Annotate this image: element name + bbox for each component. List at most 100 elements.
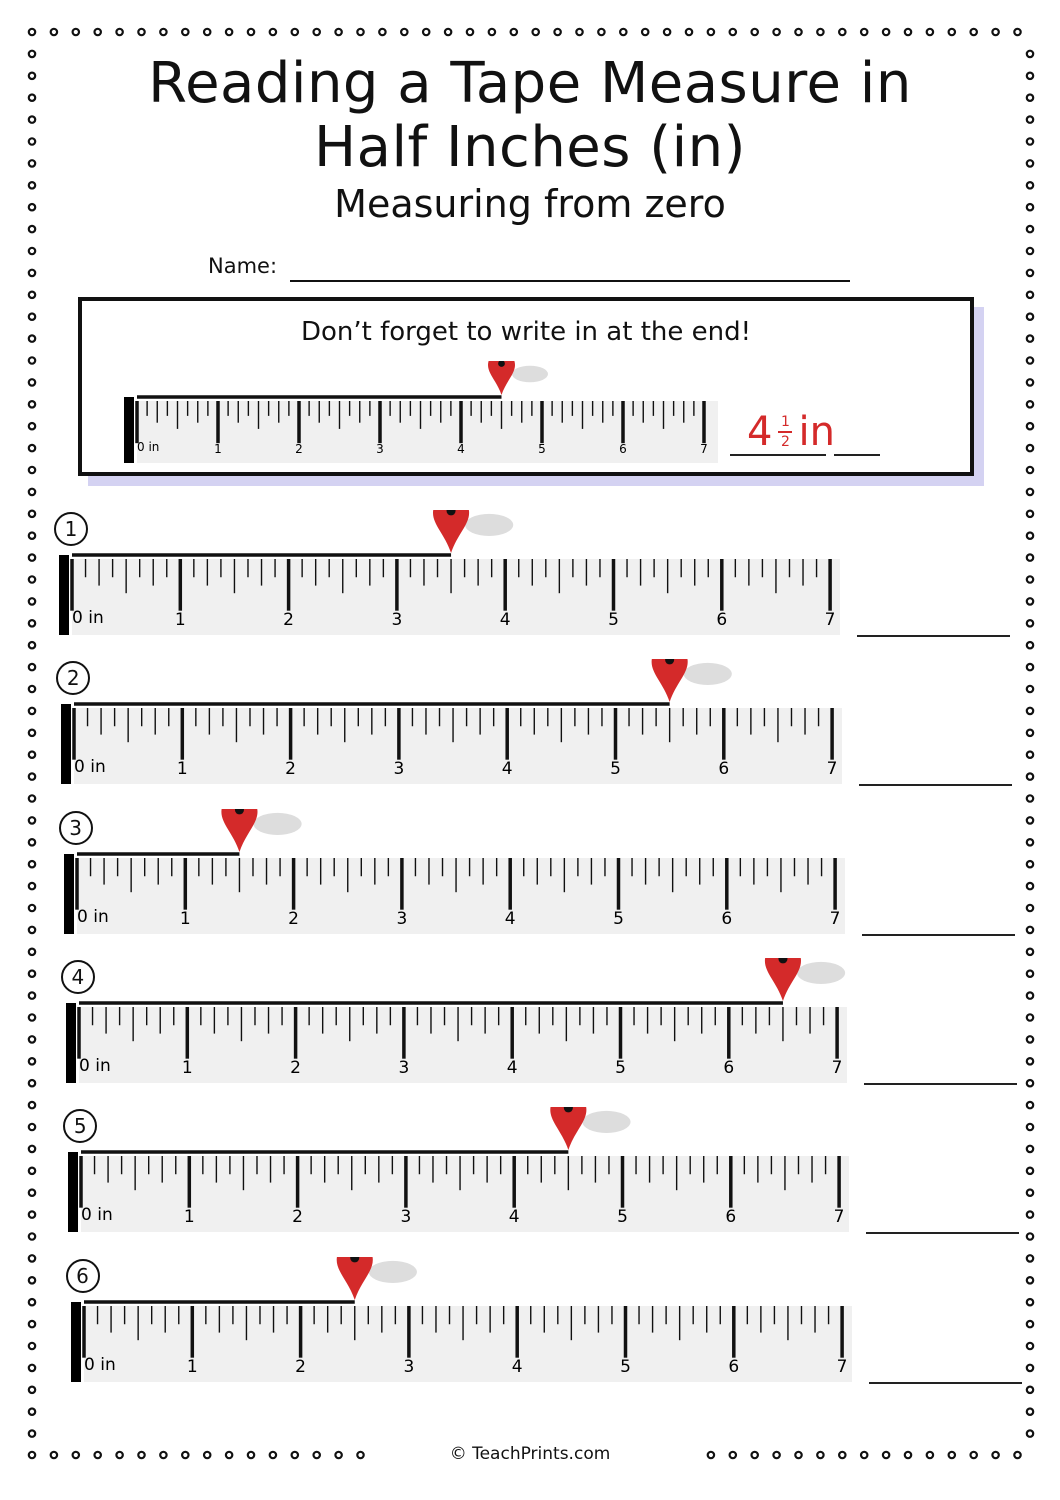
inch-label: 4 [500, 610, 511, 630]
title-line-1: Reading a Tape Measure in [148, 51, 912, 116]
tape-hook [61, 704, 72, 785]
zero-label: 0 in [79, 1056, 111, 1076]
tape-measure: 0 in 1 2 3 4 5 6 7 [61, 659, 843, 785]
answer-line[interactable] [863, 1082, 1017, 1085]
tape-body [81, 1156, 850, 1233]
inch-label: 7 [832, 1058, 843, 1078]
inch-label: 4 [457, 442, 465, 456]
fraction-numerator: 1 [780, 414, 790, 430]
inch-label: 3 [394, 759, 405, 779]
problem-number: 3 [58, 810, 93, 845]
inch-label: 2 [283, 610, 294, 630]
answer-line[interactable] [866, 1232, 1020, 1235]
inch-label: 2 [290, 1058, 301, 1078]
zero-label: 0 in [81, 1205, 113, 1225]
inch-label: 5 [538, 442, 546, 456]
answer-line[interactable] [859, 784, 1013, 787]
tape-measure: 0 in 1 2 3 4 5 6 7 [68, 1107, 850, 1233]
inch-label: 5 [608, 610, 619, 630]
example-unit-line [834, 454, 880, 456]
inch-label: 1 [214, 442, 222, 456]
inch-label: 5 [610, 759, 621, 779]
problem-number: 4 [60, 959, 95, 994]
location-pin-icon [550, 1107, 631, 1151]
zero-label: 0 in [72, 608, 104, 628]
tape-hook [124, 397, 134, 463]
fraction-denominator: 2 [780, 434, 790, 450]
title-line-2: Half Inches (in) [314, 115, 746, 180]
zero-label: 0 in [84, 1355, 116, 1375]
problem-number: 6 [65, 1258, 100, 1293]
inch-label: 5 [615, 1058, 626, 1078]
location-pin-icon [651, 659, 733, 703]
inch-label: 2 [288, 909, 299, 929]
tape-measure: 0 in 1 2 3 4 5 6 7 [63, 808, 845, 934]
inch-label: 5 [617, 1207, 628, 1227]
inch-label: 1 [182, 1058, 193, 1078]
inch-label: 6 [723, 1058, 734, 1078]
tape-hook [65, 1002, 76, 1083]
answer-line[interactable] [861, 933, 1015, 936]
example-instruction: Don’t forget to write in at the end! [300, 317, 752, 347]
inch-label: 3 [403, 1357, 414, 1377]
inch-label: 2 [292, 1207, 303, 1227]
inch-label: 3 [398, 1058, 409, 1078]
inch-label: 7 [834, 1207, 845, 1227]
inch-label: 3 [376, 442, 384, 456]
inch-label: 2 [285, 759, 296, 779]
inch-label: 7 [827, 759, 838, 779]
inch-label: 4 [502, 759, 513, 779]
inch-label: 4 [504, 909, 515, 929]
answer-line[interactable] [868, 1381, 1022, 1384]
tape-body [78, 1006, 847, 1083]
answer-line[interactable] [857, 635, 1010, 637]
inch-label: 3 [396, 909, 407, 929]
tape-body [137, 401, 718, 463]
inch-label: 1 [179, 909, 190, 929]
zero-label: 0 in [137, 440, 159, 454]
tape-hook [63, 853, 74, 934]
inch-label: 7 [825, 610, 836, 630]
tape-measure: 0 in 1 2 3 4 5 6 7 [59, 510, 840, 635]
inch-label: 6 [619, 442, 627, 456]
location-pin-icon [336, 1256, 417, 1300]
inch-label: 6 [726, 1207, 737, 1227]
inch-label: 5 [613, 909, 624, 929]
inch-label: 7 [836, 1357, 847, 1377]
name-label: Name: [208, 254, 278, 278]
inch-label: 1 [184, 1207, 195, 1227]
problem-number: 2 [56, 661, 91, 696]
tape-measure: 0 in 1 2 3 4 5 6 7 [65, 957, 847, 1083]
example-answer: 4 1 2 in [747, 409, 835, 455]
inch-label: 5 [620, 1357, 631, 1377]
problem-number: 5 [63, 1109, 98, 1144]
inch-label: 1 [177, 759, 188, 779]
example-box: Don’t forget to write in at the end! 0 i… [78, 297, 974, 476]
location-pin-icon [488, 361, 548, 395]
inch-label: 3 [401, 1207, 412, 1227]
footer-copyright: © TeachPrints.com [449, 1444, 611, 1464]
example-answer-line [730, 454, 826, 456]
inch-label: 2 [295, 1357, 306, 1377]
inch-label: 6 [719, 759, 730, 779]
zero-label: 0 in [77, 907, 109, 927]
inch-label: 1 [186, 1357, 197, 1377]
subtitle: Measuring from zero [334, 182, 726, 226]
tape-body [72, 559, 840, 635]
zero-label: 0 in [74, 757, 106, 777]
tape-body [76, 857, 845, 934]
tape-hook [68, 1152, 79, 1233]
inch-label: 7 [700, 442, 708, 456]
name-field[interactable] [290, 280, 850, 282]
tape-hook [70, 1301, 81, 1382]
inch-label: 2 [295, 442, 303, 456]
inch-label: 4 [509, 1207, 520, 1227]
inch-label: 6 [721, 909, 732, 929]
inch-label: 4 [507, 1058, 518, 1078]
inch-label: 4 [511, 1357, 522, 1377]
inch-label: 6 [716, 610, 727, 630]
tape-body [74, 708, 843, 785]
answer-fraction: 1 2 [778, 414, 793, 450]
tape-hook [59, 555, 69, 635]
